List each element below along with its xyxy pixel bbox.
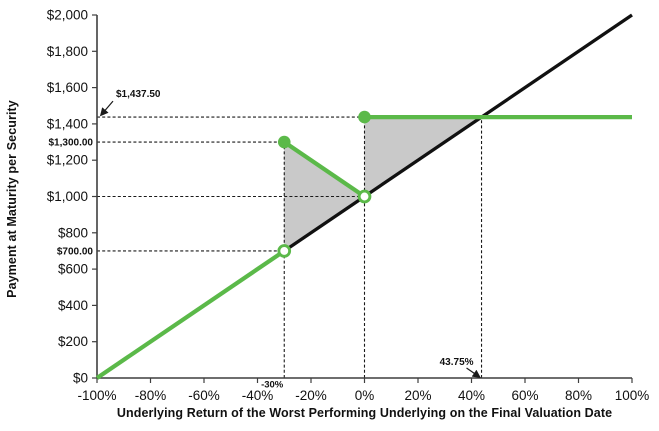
annotation-arrow [99, 100, 114, 117]
x-tick-label: 0% [355, 388, 375, 403]
marker-open-circle [277, 244, 292, 258]
marker-filled-circle [358, 110, 371, 124]
y-tick-label: $800 [58, 225, 88, 240]
y-tick-label: $2,000 [47, 8, 88, 23]
annotation-label: -30% [261, 380, 284, 391]
x-tick-label: -20% [295, 388, 327, 403]
x-tick-label: 100% [615, 388, 650, 403]
x-tick-label: -60% [188, 388, 220, 403]
x-tick-label: -40% [242, 388, 274, 403]
marker-filled-circle [277, 135, 291, 149]
x-tick-label: 20% [404, 388, 431, 403]
y-tick-label: $1,200 [47, 153, 88, 168]
y-tick-label: $0 [73, 371, 88, 386]
x-tick-label: -80% [135, 388, 167, 403]
x-axis-title: Underlying Return of the Worst Performin… [116, 406, 613, 420]
x-tick-label: 60% [511, 388, 538, 403]
y-tick-label: $600 [58, 262, 88, 277]
y-axis-title: Payment at Maturity per Security [5, 100, 19, 298]
y-tick-label: $200 [58, 334, 88, 349]
y-tick-label: $400 [58, 298, 88, 313]
annotation-label: $1,437.50 [116, 89, 161, 100]
annotation-arrow [466, 367, 481, 378]
marker-open-circle [357, 189, 372, 204]
annotation-label: 43.75% [440, 357, 474, 368]
x-tick-label: -100% [77, 388, 116, 403]
series-line-payoff_green [95, 249, 286, 380]
x-tick-label: 40% [458, 388, 485, 403]
x-tick-label: 80% [565, 388, 592, 403]
y-tick-label: $1,400 [47, 116, 88, 131]
annotation-label: $1,300.00 [49, 138, 94, 149]
annotation-label: $700.00 [57, 246, 94, 257]
series-line-payoff_green [283, 140, 366, 199]
y-tick-label: $1,800 [47, 44, 88, 59]
y-tick-label: $1,000 [47, 189, 88, 204]
shaded-region-loss-buffer-triangle [284, 142, 365, 251]
y-tick-label: $1,600 [47, 80, 88, 95]
